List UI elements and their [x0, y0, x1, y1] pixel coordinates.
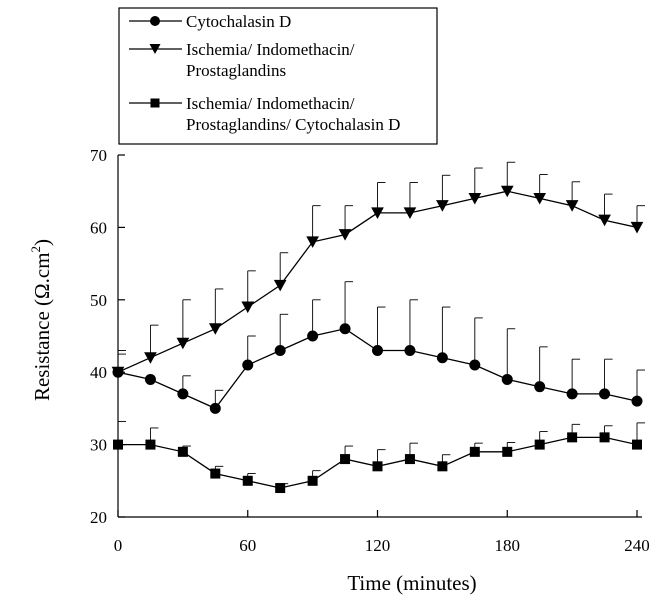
data-point-circle [242, 359, 254, 371]
data-point-square [599, 432, 610, 443]
data-point-circle [177, 388, 189, 400]
data-point-square [534, 439, 545, 450]
data-point-triangle [598, 214, 611, 227]
y-tick-label: 40 [90, 363, 107, 382]
data-point-square [469, 446, 480, 457]
data-point-circle [307, 330, 319, 342]
plot-area [111, 161, 645, 494]
data-point-triangle [371, 207, 384, 219]
data-point-circle [631, 395, 643, 407]
data-point-triangle [241, 301, 255, 314]
legend-label-cytochalasin-d: Cytochalasin D [186, 12, 291, 31]
x-axis-ticks: 0 60 120 180 240 [114, 510, 650, 555]
data-point-circle [209, 402, 221, 414]
legend-marker-square [150, 98, 160, 108]
data-point-triangle [176, 337, 190, 350]
legend: Cytochalasin D Ischemia/ Indomethacin/ P… [118, 7, 438, 145]
y-tick-label: 20 [90, 508, 107, 527]
legend-label-line-1: Ischemia/ Indomethacin/ [186, 40, 355, 59]
data-point-triangle [273, 279, 287, 292]
data-point-triangle [500, 185, 514, 198]
data-point-circle [372, 344, 383, 356]
data-point-square [242, 475, 253, 486]
data-point-square [113, 439, 123, 450]
data-point-triangle [403, 207, 417, 219]
data-point-circle [436, 352, 448, 364]
data-point-triangle [565, 200, 579, 212]
data-point-circle [566, 388, 578, 400]
data-point-triangle [144, 352, 157, 364]
data-point-square [340, 454, 351, 465]
data-point-square [437, 461, 448, 472]
legend-label-ischemia-indomethacin-prostaglandins: Ischemia/ Indomethacin/ Prostaglandins [186, 40, 359, 80]
y-axis-title-close: ) [30, 239, 54, 246]
data-point-triangle [533, 192, 547, 205]
data-point-square [145, 439, 156, 450]
legend-label-ischemia-indomethacin-prostaglandins-cytochalasin-d: Ischemia/ Indomethacin/ Prostaglandins/ … [186, 94, 400, 134]
series-cytochalasin-d [112, 281, 645, 414]
x-tick-label: 120 [365, 536, 391, 555]
y-axis-title-main: Resistance (Ω.cm [30, 252, 54, 401]
data-point-circle [501, 373, 513, 385]
data-point-square [177, 446, 188, 457]
data-point-circle [404, 344, 416, 356]
y-axis-title-superscript: 2 [28, 246, 43, 253]
legend-marker-circle [150, 16, 160, 26]
legend-marker-triangle-down [149, 44, 161, 54]
data-point-square [275, 483, 286, 494]
legend-box [118, 7, 438, 145]
legend-label-line-2: Prostaglandins [186, 61, 286, 80]
data-point-square [404, 454, 415, 465]
data-point-square [307, 475, 318, 486]
data-point-square [372, 461, 383, 472]
x-axis-title: Time (minutes) [347, 571, 476, 595]
data-point-circle [339, 323, 351, 335]
data-point-circle [274, 344, 286, 356]
x-tick-label: 240 [624, 536, 650, 555]
x-tick-label: 60 [239, 536, 256, 555]
data-point-circle [534, 381, 546, 393]
data-point-square [210, 468, 221, 479]
data-point-circle [144, 373, 156, 385]
data-point-triangle [208, 323, 222, 335]
data-point-triangle [630, 221, 644, 234]
legend-label-line-2: Prostaglandins/ Cytochalasin D [186, 115, 400, 134]
data-point-triangle [338, 229, 352, 241]
legend-item-ischemia-indomethacin-prostaglandins-cytochalasin-d: Ischemia/ Indomethacin/ Prostaglandins/ … [129, 94, 400, 134]
data-point-circle [599, 388, 611, 400]
axes [117, 155, 642, 518]
data-point-triangle [111, 366, 125, 379]
data-point-square [632, 439, 642, 450]
series-ischemia-indomethacin-prostaglandins [111, 161, 645, 379]
data-point-triangle [468, 192, 482, 205]
legend-item-cytochalasin-d: Cytochalasin D [129, 12, 291, 31]
x-tick-label: 180 [495, 536, 521, 555]
y-tick-label: 30 [90, 436, 107, 455]
data-point-square [567, 432, 578, 443]
y-tick-label: 70 [90, 146, 107, 165]
data-point-triangle [306, 236, 319, 248]
legend-item-ischemia-indomethacin-prostaglandins: Ischemia/ Indomethacin/ Prostaglandins [129, 40, 359, 80]
y-tick-label: 60 [90, 218, 107, 237]
y-axis-ticks: 20 30 40 50 60 70 [90, 146, 125, 527]
legend-label-line-1: Ischemia/ Indomethacin/ [186, 94, 355, 113]
x-tick-label: 0 [114, 536, 123, 555]
y-tick-label: 50 [90, 291, 107, 310]
series-ischemia-indomethacin-prostaglandins-cytochalasin-d [113, 420, 645, 494]
data-point-triangle [436, 200, 449, 212]
data-point-square [502, 446, 513, 457]
data-point-circle [469, 359, 481, 371]
y-axis-title: Resistance (Ω.cm2) [28, 239, 54, 401]
